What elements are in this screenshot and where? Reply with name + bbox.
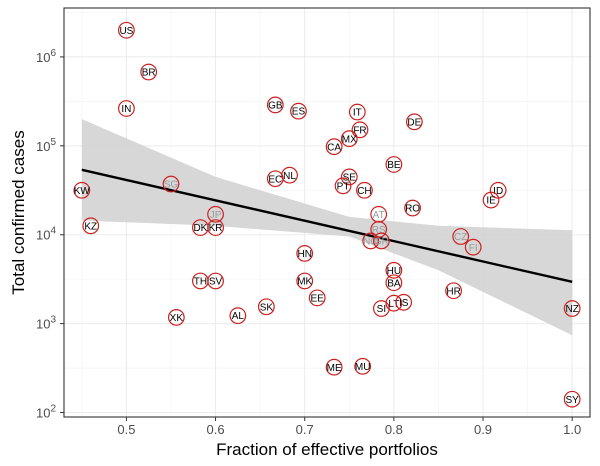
data-point-xk: XK — [169, 310, 185, 326]
point-label: CZ — [454, 232, 467, 243]
data-point-ro: RO — [405, 200, 421, 216]
x-tick-label: 1.0 — [563, 422, 581, 437]
data-point-mu: MU — [355, 359, 371, 375]
data-point-sk: SK — [259, 299, 275, 315]
point-label: KR — [209, 223, 223, 234]
point-label: SI — [377, 304, 386, 315]
data-point-de: DE — [407, 114, 423, 130]
point-label: DK — [193, 223, 207, 234]
data-point-at: AT — [371, 206, 387, 222]
point-label: AL — [232, 311, 245, 322]
point-label: MU — [355, 362, 371, 373]
data-point-si: SI — [374, 301, 390, 317]
point-label: ES — [292, 107, 306, 118]
point-label: SG — [164, 180, 179, 191]
point-label: FI — [469, 243, 478, 254]
point-label: IE — [486, 196, 496, 207]
data-point-gb: GB — [267, 97, 283, 113]
point-label: BE — [387, 160, 401, 171]
point-label: KZ — [84, 221, 97, 232]
point-label: RO — [405, 204, 420, 215]
point-label: BR — [142, 68, 156, 79]
point-label: CA — [327, 142, 341, 153]
point-label: IN — [121, 104, 131, 115]
point-label: CH — [357, 186, 371, 197]
point-label: XK — [170, 313, 184, 324]
point-label: GB — [268, 101, 283, 112]
data-point-es: ES — [291, 103, 307, 119]
point-label: NL — [283, 171, 296, 182]
data-point-br: BR — [141, 64, 157, 80]
x-axis-title: Fraction of effective portfolios — [216, 440, 438, 459]
point-label: SV — [209, 277, 223, 288]
point-label: EE — [311, 293, 325, 304]
point-label: AT — [373, 210, 385, 221]
y-tick-label: 104 — [36, 226, 56, 243]
y-tick-label: 105 — [36, 137, 56, 154]
point-label: SK — [260, 302, 274, 313]
point-label: ME — [327, 363, 342, 374]
point-label: MK — [297, 277, 312, 288]
point-label: DE — [407, 117, 421, 128]
point-label: IT — [353, 108, 362, 119]
data-point-me: ME — [326, 359, 342, 375]
point-label: NZ — [565, 304, 578, 315]
point-label: HR — [446, 286, 460, 297]
y-tick-label: 102 — [36, 404, 56, 421]
point-label: US — [119, 26, 133, 37]
y-tick-label: 103 — [36, 315, 56, 332]
point-label: MX — [342, 134, 357, 145]
scatter-chart: USBRINGBESITDEFRMXCABENLECSEPTCHSGKWIDIE… — [0, 0, 600, 466]
point-label: TH — [194, 277, 207, 288]
data-point-ch: CH — [357, 182, 373, 198]
y-tick-label: 106 — [36, 48, 56, 65]
point-label: KW — [74, 186, 91, 197]
data-point-it: IT — [350, 104, 366, 120]
data-point-th: TH — [193, 273, 209, 289]
data-point-ca: CA — [326, 139, 342, 155]
y-axis-title: Total confirmed cases — [9, 130, 28, 294]
x-tick-label: 0.7 — [296, 422, 314, 437]
data-point-ee: EE — [309, 290, 325, 306]
data-point-nl: NL — [282, 167, 298, 183]
data-point-al: AL — [230, 308, 246, 324]
point-label: IS — [399, 298, 409, 309]
data-point-ec: EC — [267, 171, 283, 187]
x-tick-label: 0.5 — [117, 422, 135, 437]
point-label: BA — [387, 278, 401, 289]
point-label: GR — [374, 237, 389, 248]
point-label: EC — [268, 174, 282, 185]
data-point-hr: HR — [446, 283, 462, 299]
point-label: HN — [297, 249, 311, 260]
data-point-is: IS — [396, 295, 412, 311]
x-tick-label: 0.6 — [207, 422, 225, 437]
x-tick-label: 0.8 — [385, 422, 403, 437]
point-label: SY — [565, 395, 579, 406]
point-label: PT — [337, 181, 350, 192]
x-tick-label: 0.9 — [474, 422, 492, 437]
